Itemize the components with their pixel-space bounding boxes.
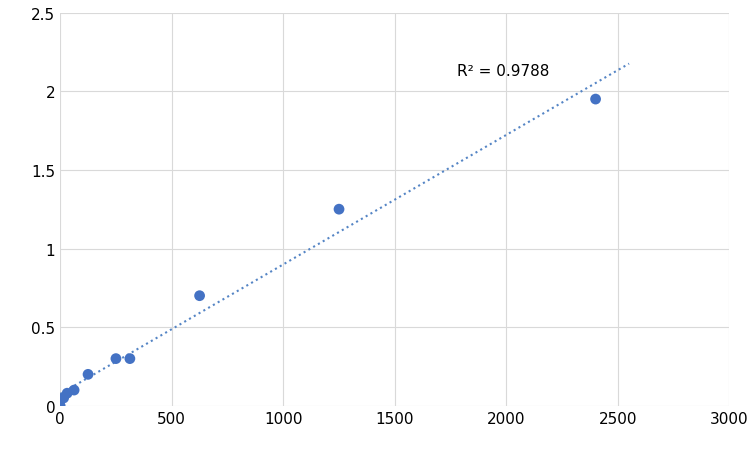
Point	[110, 355, 122, 363]
Point	[193, 292, 205, 299]
Text: R² = 0.9788: R² = 0.9788	[457, 64, 550, 79]
Point	[124, 355, 136, 363]
Point	[68, 387, 80, 394]
Point	[54, 402, 66, 410]
Point	[61, 390, 73, 397]
Point	[58, 395, 70, 402]
Point	[590, 96, 602, 103]
Point	[333, 206, 345, 213]
Point	[82, 371, 94, 378]
